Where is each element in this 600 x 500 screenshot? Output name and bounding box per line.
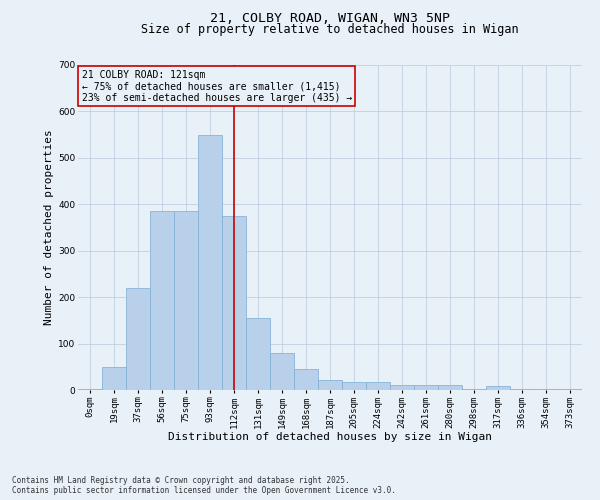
Text: Contains HM Land Registry data © Crown copyright and database right 2025.
Contai: Contains HM Land Registry data © Crown c… [12,476,396,495]
Bar [510,389,534,390]
Bar [150,211,174,390]
Bar [390,386,414,390]
Text: 21, COLBY ROAD, WIGAN, WN3 5NP: 21, COLBY ROAD, WIGAN, WN3 5NP [210,12,450,26]
Bar [486,386,510,390]
Y-axis label: Number of detached properties: Number of detached properties [44,130,54,326]
Bar [414,386,438,390]
Bar [198,134,222,390]
Bar [222,216,246,390]
Text: 21 COLBY ROAD: 121sqm
← 75% of detached houses are smaller (1,415)
23% of semi-d: 21 COLBY ROAD: 121sqm ← 75% of detached … [82,70,352,103]
Text: Size of property relative to detached houses in Wigan: Size of property relative to detached ho… [141,22,519,36]
X-axis label: Distribution of detached houses by size in Wigan: Distribution of detached houses by size … [168,432,492,442]
Bar [534,389,558,390]
Bar [342,382,366,390]
Bar [78,389,102,390]
Bar [366,382,390,390]
Bar [438,386,462,390]
Bar [126,288,150,390]
Bar [318,380,342,390]
Bar [462,389,486,390]
Bar [174,211,198,390]
Bar [246,318,270,390]
Bar [270,353,294,390]
Bar [294,369,318,390]
Bar [102,367,126,390]
Bar [558,389,582,390]
